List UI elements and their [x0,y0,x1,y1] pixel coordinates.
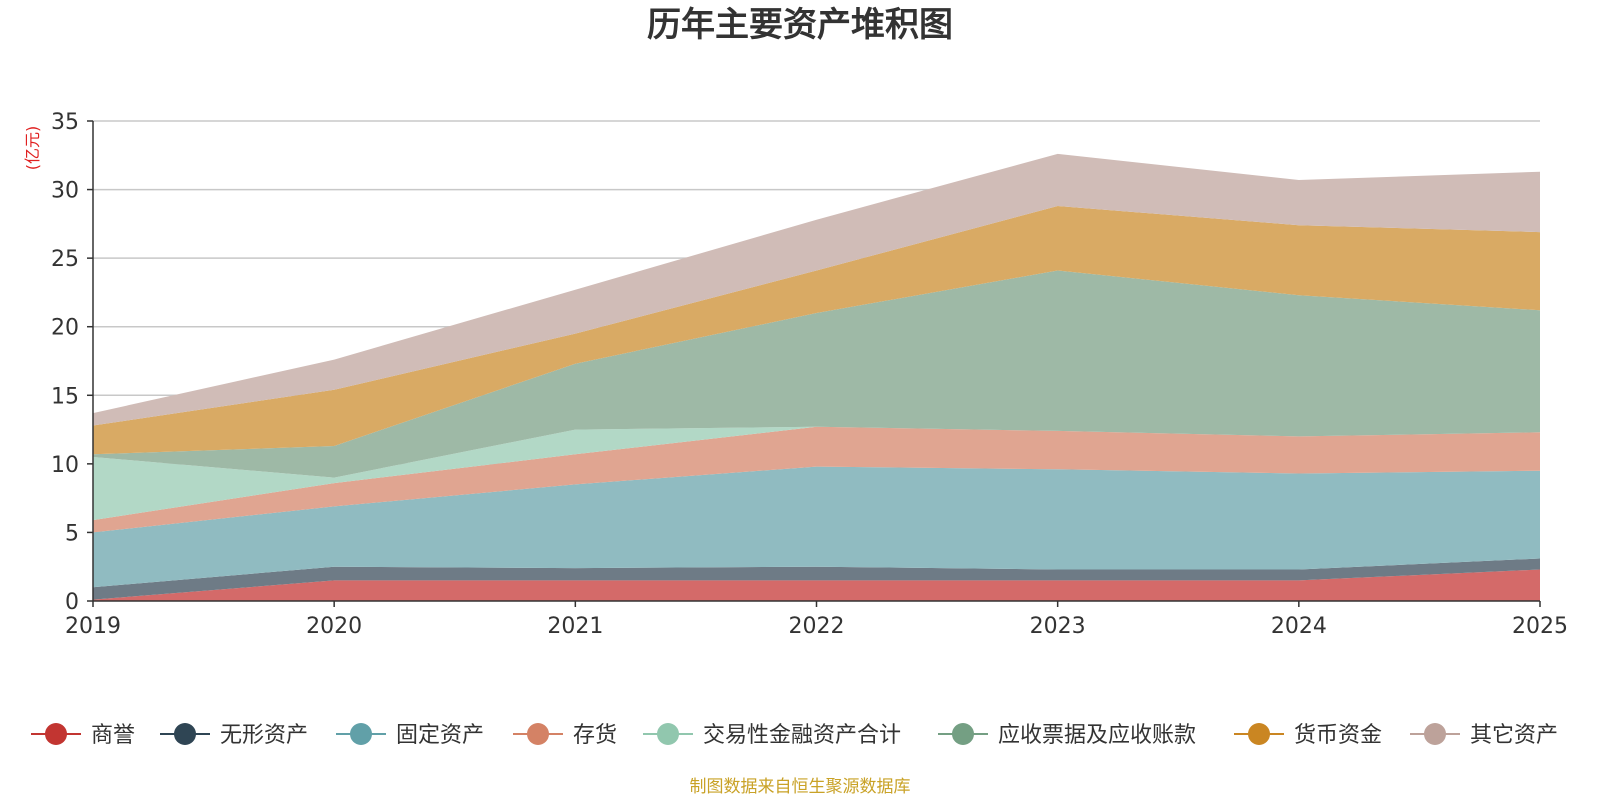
legend-label: 无形资产 [220,723,308,748]
y-axis-unit-label: (亿元) [23,126,42,171]
area-series-7 [93,153,1540,426]
legend-label: 交易性金融资产合计 [703,723,901,748]
legend-circle-icon [657,723,679,745]
legend-label: 应收票据及应收账款 [998,723,1196,748]
area-series-1 [93,558,1540,600]
area-series-0 [93,569,1540,601]
legend-circle-icon [1424,723,1446,745]
legend-item-2[interactable]: 固定资产 [336,723,484,748]
legend-item-1[interactable]: 无形资产 [160,723,308,748]
y-tick-label: 15 [51,384,79,409]
area-series-3 [93,426,1540,533]
area-series-5 [93,270,1540,478]
legend-item-4[interactable]: 交易性金融资产合计 [643,723,901,748]
legend-circle-icon [45,723,67,745]
source-note: 制图数据来自恒生聚源数据库 [690,777,911,797]
chart-title: 历年主要资产堆积图 [647,5,953,45]
legend-circle-icon [527,723,549,745]
legend-item-6[interactable]: 货币资金 [1234,723,1382,748]
x-tick-label: 2019 [65,614,121,639]
area-series-6 [93,206,1540,455]
y-tick-label: 30 [51,179,79,204]
legend-item-7[interactable]: 其它资产 [1410,723,1558,748]
y-tick-label: 5 [65,521,79,546]
legend-item-5[interactable]: 应收票据及应收账款 [938,723,1196,748]
area-series-4 [93,426,1540,521]
legend-item-0[interactable]: 商誉 [31,723,135,748]
x-tick-label: 2020 [306,614,362,639]
legend-label: 货币资金 [1294,723,1382,748]
area-series-2 [93,466,1540,588]
legend-label: 商誉 [91,723,135,748]
x-tick-label: 2023 [1030,614,1086,639]
y-tick-label: 35 [51,110,79,135]
legend-label: 存货 [573,723,617,748]
x-tick-label: 2025 [1512,614,1568,639]
area-layer [93,153,1540,601]
legend-circle-icon [1248,723,1270,745]
legend-item-3[interactable]: 存货 [513,723,617,748]
legend-circle-icon [350,723,372,745]
y-tick-label: 25 [51,247,79,272]
x-tick-label: 2021 [547,614,603,639]
legend-label: 其它资产 [1470,723,1558,748]
legend-label: 固定资产 [396,723,484,748]
y-tick-label: 10 [51,453,79,478]
x-tick-label: 2024 [1271,614,1327,639]
y-tick-label: 0 [65,590,79,615]
y-tick-label: 20 [51,316,79,341]
legend-circle-icon [174,723,196,745]
legend: 商誉 无形资产 固定资产 存货 交易性金融资产合计 应收票据及应收账款 货币资金 其它资产 [31,723,1558,748]
legend-circle-icon [952,723,974,745]
x-tick-label: 2022 [789,614,845,639]
